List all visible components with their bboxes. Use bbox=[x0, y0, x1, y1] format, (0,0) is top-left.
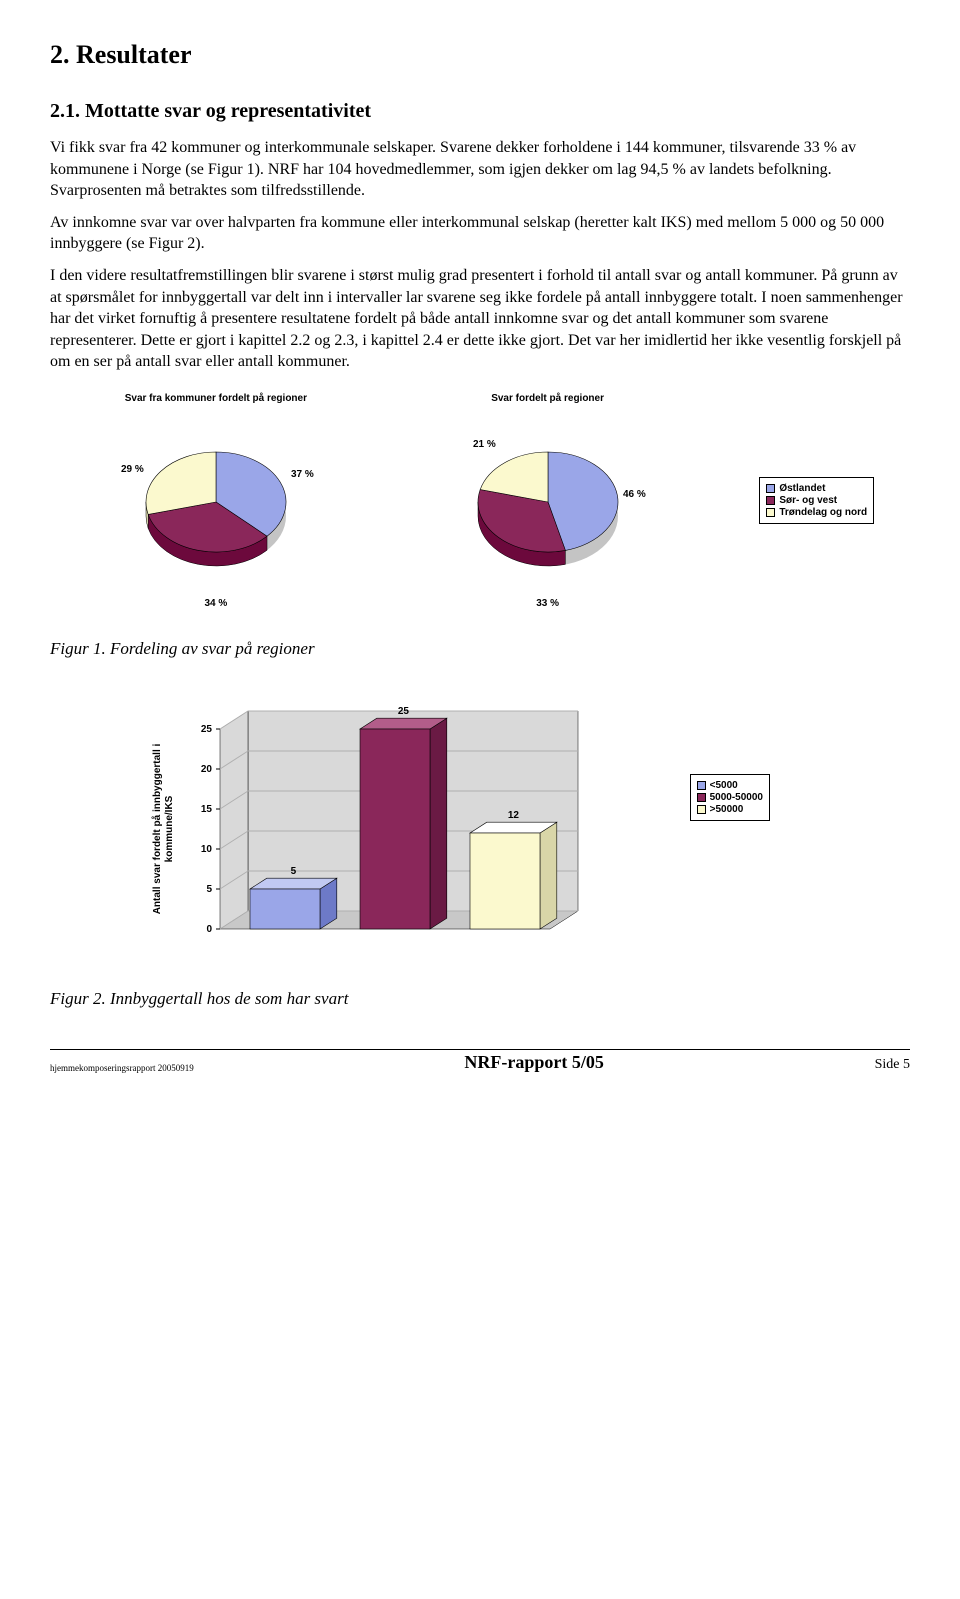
pie-svg: 46 % 21 % bbox=[418, 422, 678, 592]
svg-text:25: 25 bbox=[398, 706, 410, 717]
svg-text:Antall svar fordelt på innbygg: Antall svar fordelt på innbyggertall iko… bbox=[151, 743, 175, 914]
subsection-heading: 2.1. Mottatte svar og representativitet bbox=[50, 100, 910, 123]
body-paragraph: Av innkomne svar var over halvparten fra… bbox=[50, 212, 910, 255]
legend-label: Trøndelag og nord bbox=[779, 507, 867, 518]
svg-text:29 %: 29 % bbox=[121, 464, 144, 475]
legend-item: Østlandet bbox=[766, 483, 867, 494]
svg-text:46 %: 46 % bbox=[623, 489, 646, 500]
bar3d-svg: 0 5 10 15 20 25 5 25 12 Antall svar fordelt på in… bbox=[130, 679, 650, 959]
legend-item: 5000-50000 bbox=[697, 792, 763, 803]
legend-item: Trøndelag og nord bbox=[766, 507, 867, 518]
footer-right: Side 5 bbox=[875, 1057, 910, 1073]
svg-text:20: 20 bbox=[201, 764, 213, 775]
figure-caption: Figur 1. Fordeling av svar på regioner bbox=[50, 639, 910, 659]
svg-text:25: 25 bbox=[201, 724, 213, 735]
legend-label: Sør- og vest bbox=[779, 495, 837, 506]
svg-text:10: 10 bbox=[201, 844, 213, 855]
pie-title: Svar fra kommuner fordelt på regioner bbox=[125, 393, 307, 404]
pie-svg: 37 % 29 % bbox=[86, 422, 346, 592]
footer-left: hjemmekomposeringsrapport 20050919 bbox=[50, 1063, 194, 1073]
footer-center: NRF-rapport 5/05 bbox=[464, 1052, 603, 1073]
pie-legend: ØstlandetSør- og vestTrøndelag og nord bbox=[759, 477, 874, 524]
legend-swatch bbox=[697, 793, 706, 802]
legend-swatch bbox=[697, 781, 706, 790]
legend-label: >50000 bbox=[710, 804, 744, 815]
svg-text:15: 15 bbox=[201, 804, 213, 815]
legend-item: >50000 bbox=[697, 804, 763, 815]
pie-bottom-label: 33 % bbox=[536, 598, 559, 609]
legend-item: Sør- og vest bbox=[766, 495, 867, 506]
body-paragraph: I den videre resultatfremstillingen blir… bbox=[50, 265, 910, 373]
svg-text:0: 0 bbox=[206, 924, 212, 935]
pie-title: Svar fordelt på regioner bbox=[491, 393, 604, 404]
figure-caption: Figur 2. Innbyggertall hos de som har sv… bbox=[50, 989, 910, 1009]
pie-bottom-label: 34 % bbox=[204, 598, 227, 609]
legend-label: Østlandet bbox=[779, 483, 825, 494]
pie-charts-row: Svar fra kommuner fordelt på regioner 37… bbox=[50, 393, 910, 609]
page-footer: hjemmekomposeringsrapport 20050919 NRF-r… bbox=[50, 1049, 910, 1073]
legend-label: <5000 bbox=[710, 780, 738, 791]
bar3d-legend: <50005000-50000>50000 bbox=[690, 774, 770, 821]
body-paragraph: Vi fikk svar fra 42 kommuner og interkom… bbox=[50, 137, 910, 202]
legend-swatch bbox=[766, 484, 775, 493]
bar3d-chart: 0 5 10 15 20 25 5 25 12 Antall svar fordelt på in… bbox=[130, 679, 690, 959]
legend-swatch bbox=[766, 496, 775, 505]
legend-swatch bbox=[766, 508, 775, 517]
section-heading: 2. Resultater bbox=[50, 40, 910, 70]
legend-swatch bbox=[697, 805, 706, 814]
svg-text:37 %: 37 % bbox=[291, 469, 314, 480]
pie-chart-right: Svar fordelt på regioner 46 % 21 % 33 % bbox=[418, 393, 678, 609]
legend-item: <5000 bbox=[697, 780, 763, 791]
pie-chart-left: Svar fra kommuner fordelt på regioner 37… bbox=[86, 393, 346, 609]
svg-text:21 %: 21 % bbox=[473, 439, 496, 450]
svg-text:5: 5 bbox=[206, 884, 212, 895]
svg-text:5: 5 bbox=[291, 866, 297, 877]
legend-label: 5000-50000 bbox=[710, 792, 763, 803]
svg-text:12: 12 bbox=[508, 810, 520, 821]
